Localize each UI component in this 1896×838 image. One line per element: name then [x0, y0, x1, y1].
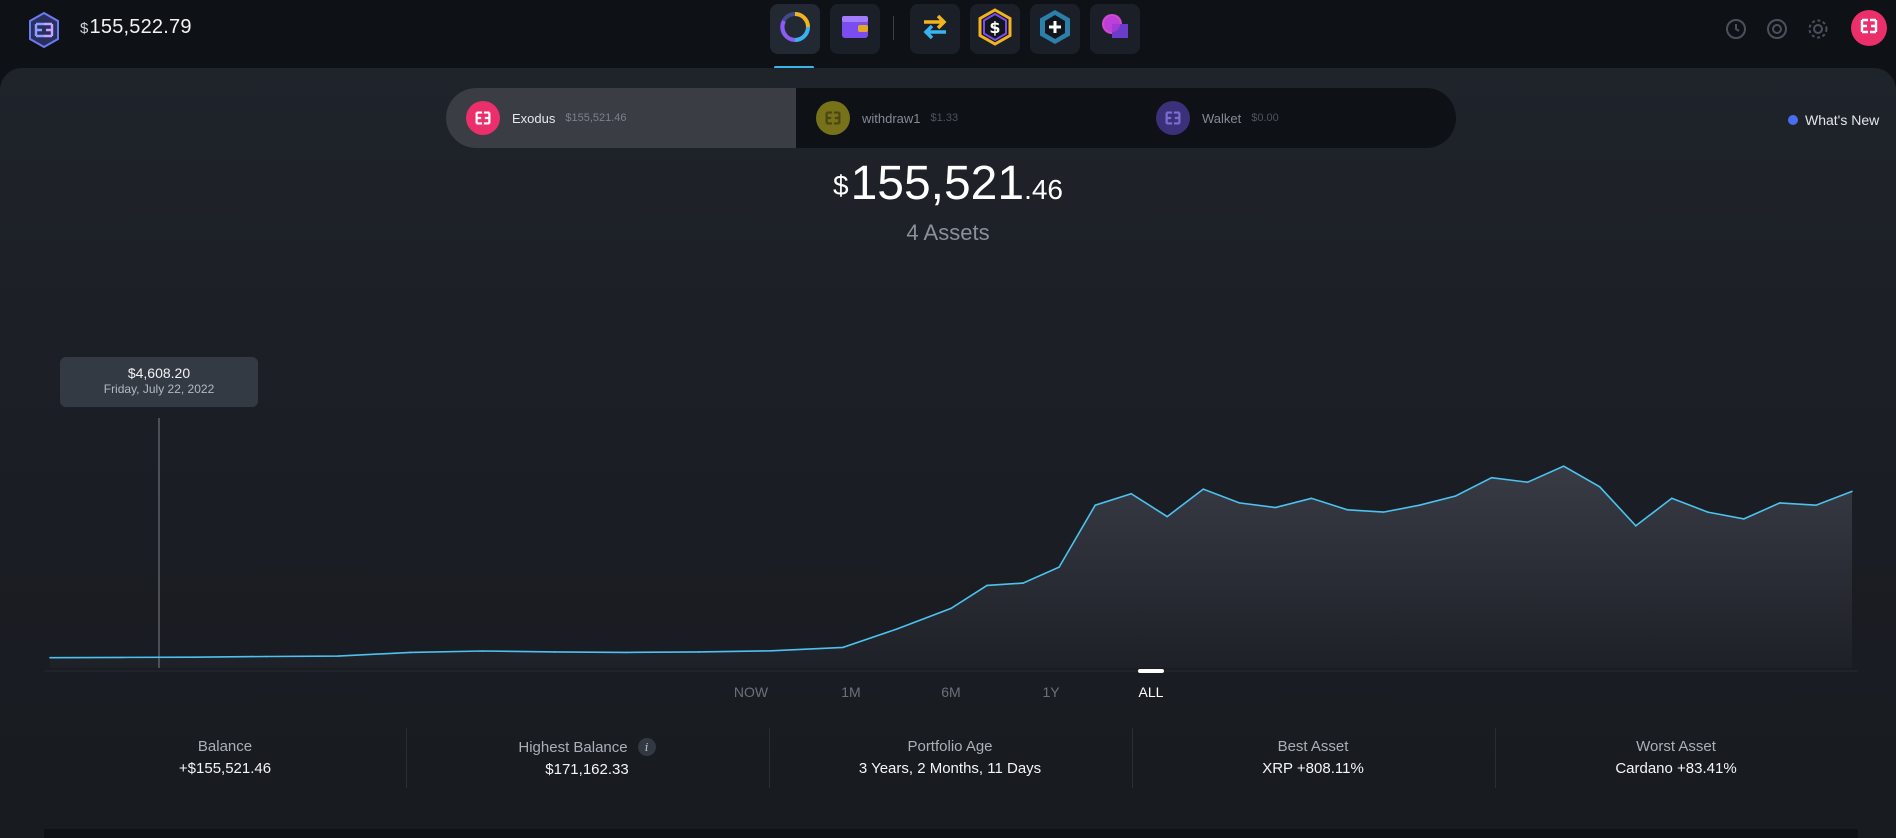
stat-divider	[1132, 728, 1133, 788]
wallet-balance: $1.33	[930, 112, 959, 124]
wallet-icon	[838, 10, 872, 49]
range-6m[interactable]: 6M	[941, 684, 961, 700]
nav-wallet-button[interactable]	[830, 4, 880, 54]
portfolio-panel: Exodus $155,521.46 withdraw1 $1.33 Walke…	[0, 68, 1896, 838]
exodus-logo-icon	[1156, 101, 1190, 135]
stat-value: $171,162.33	[545, 761, 629, 778]
wallet-name: Exodus	[512, 110, 556, 126]
wallet-tab-withdraw1[interactable]: withdraw1 $1.33	[796, 88, 1146, 148]
stat-value: 3 Years, 2 Months, 11 Days	[858, 760, 1042, 777]
exodus-logo-icon	[1858, 15, 1880, 42]
wallet-selector: Exodus $155,521.46 withdraw1 $1.33 Walke…	[446, 88, 1456, 148]
tooltip-date: Friday, July 22, 2022	[103, 382, 215, 396]
nav-earn-button[interactable]: $	[970, 4, 1020, 54]
history-icon[interactable]	[1723, 16, 1749, 42]
range-all[interactable]: ALL	[1138, 684, 1164, 700]
stat-label: Portfolio Age	[907, 738, 993, 755]
nav-apps-button[interactable]	[1030, 4, 1080, 54]
support-icon[interactable]	[1764, 16, 1790, 42]
stat-balance: Balance +$155,521.46	[44, 726, 406, 790]
exchange-arrows-icon	[918, 10, 952, 49]
svg-text:$: $	[989, 18, 1000, 37]
total-decimal: .46	[1024, 174, 1064, 205]
wallet-balance: $155,521.46	[565, 112, 627, 124]
bottom-panel-edge	[44, 829, 1858, 838]
stat-portfolio-age: Portfolio Age 3 Years, 2 Months, 11 Days	[769, 726, 1131, 790]
wallet-name: withdraw1	[862, 110, 921, 126]
nav-messaging-button[interactable]	[1090, 4, 1140, 54]
portfolio-ring-icon	[778, 10, 812, 49]
wallet-name: Walket	[1202, 110, 1242, 126]
range-1y[interactable]: 1Y	[1042, 684, 1060, 700]
whats-new-link[interactable]: What's New	[1788, 112, 1879, 128]
stat-label: Best Asset	[1277, 738, 1349, 755]
settings-icon[interactable]	[1805, 16, 1831, 42]
stat-value: Cardano +83.41%	[1615, 760, 1737, 777]
stat-label: Balance	[197, 738, 253, 755]
range-1m[interactable]: 1M	[841, 684, 861, 700]
stat-highest-balance: Highest Balance i $171,162.33	[406, 726, 768, 790]
assets-count: 4 Assets	[906, 220, 990, 245]
stat-label: Highest Balance	[518, 738, 628, 756]
exodus-logo-icon[interactable]	[24, 10, 64, 50]
dollar-hex-icon: $	[976, 7, 1014, 51]
portfolio-stats: Balance +$155,521.46 Highest Balance i $1…	[0, 726, 1896, 790]
exodus-logo-icon	[816, 101, 850, 135]
header-balance-value: 155,522.79	[89, 16, 192, 38]
wallet-tab-walket[interactable]: Walket $0.00	[1136, 88, 1456, 148]
wallet-balance: $0.00	[1251, 112, 1279, 124]
top-bar: $155,522.79	[0, 0, 1896, 69]
info-icon[interactable]: i	[637, 738, 656, 756]
header-balance: $155,522.79	[80, 16, 192, 39]
exodus-logo-icon	[466, 101, 500, 135]
nav-exchange-button[interactable]	[910, 4, 960, 54]
nav-portfolio-button[interactable]	[770, 4, 820, 54]
time-range-selector: NOW 1M 6M 1Y ALL	[0, 674, 1896, 704]
stat-value: XRP +808.11%	[1262, 760, 1364, 777]
range-active-indicator	[1138, 669, 1164, 673]
stat-best-asset: Best Asset XRP +808.11%	[1132, 726, 1494, 790]
total-currency: $	[832, 170, 849, 201]
total-whole: 155,521	[850, 157, 1025, 210]
wallet-tab-exodus[interactable]: Exodus $155,521.46	[446, 88, 796, 148]
stat-divider	[1495, 728, 1496, 788]
range-now[interactable]: NOW	[733, 684, 769, 700]
plus-hex-icon	[1036, 8, 1074, 51]
notification-dot	[1788, 115, 1798, 125]
stat-label: Worst Asset	[1636, 738, 1716, 755]
stat-value: +$155,521.46	[178, 760, 272, 777]
stat-divider	[769, 728, 770, 788]
portfolio-total: $155,521.46	[0, 156, 1896, 211]
header-currency: $	[80, 20, 89, 37]
nav-active-indicator	[774, 66, 814, 69]
nav-separator	[893, 16, 894, 40]
stat-divider	[406, 728, 407, 788]
chat-bubble-icon	[1098, 10, 1132, 49]
stat-worst-asset: Worst Asset Cardano +83.41%	[1495, 726, 1857, 790]
whats-new-label: What's New	[1805, 112, 1880, 128]
tooltip-value: $4,608.20	[127, 365, 191, 381]
chart-tooltip: $4,608.20 Friday, July 22, 2022	[60, 357, 258, 407]
avatar[interactable]	[1851, 10, 1887, 46]
